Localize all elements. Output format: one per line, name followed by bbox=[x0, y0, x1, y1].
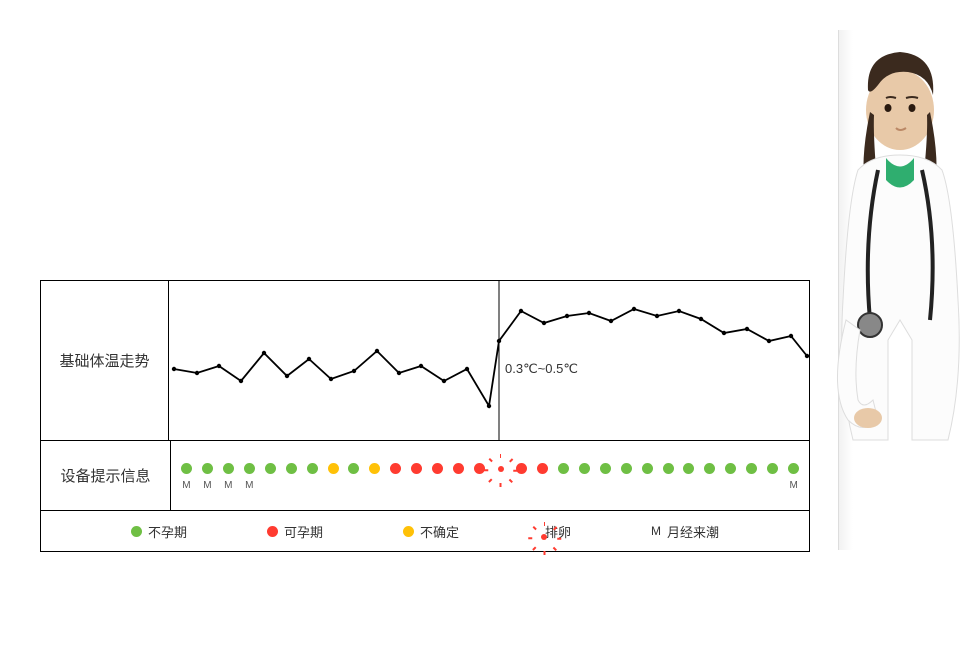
doctor-illustration bbox=[808, 40, 978, 540]
cycle-day-dot bbox=[762, 463, 783, 492]
device-info-cell: MMMMM bbox=[171, 441, 809, 510]
cycle-day-dot bbox=[344, 463, 365, 492]
legend-uncertain-label: 不确定 bbox=[420, 522, 459, 541]
bbt-chart-container: 基础体温走势 0.3℃~0.5℃ 设备提示信息 MMMMM 不孕期 可孕期 不确… bbox=[40, 280, 810, 552]
cycle-day-dot bbox=[616, 463, 637, 492]
cycle-day-dot bbox=[532, 463, 553, 492]
cycle-day-dot bbox=[658, 463, 679, 492]
legend-menstruation-label: 月经来潮 bbox=[667, 522, 719, 541]
device-info-row-label: 设备提示信息 bbox=[41, 441, 171, 510]
cycle-day-dot bbox=[469, 463, 490, 492]
cycle-day-dot bbox=[637, 463, 658, 492]
temperature-range-annotation: 0.3℃~0.5℃ bbox=[505, 361, 578, 377]
legend-row: 不孕期 可孕期 不确定 排卵 M 月经来潮 bbox=[41, 511, 809, 551]
cycle-day-dot bbox=[281, 463, 302, 492]
cycle-day-dot bbox=[553, 463, 574, 492]
doctor-panel bbox=[838, 30, 978, 550]
fertile-dot-icon bbox=[267, 526, 278, 537]
cycle-day-dot bbox=[323, 463, 344, 492]
cycle-day-dot bbox=[302, 463, 323, 492]
cycle-day-dot bbox=[511, 463, 532, 492]
legend: 不孕期 可孕期 不确定 排卵 M 月经来潮 bbox=[41, 511, 809, 551]
cycle-day-dot bbox=[490, 463, 511, 492]
cycle-day-dot: M bbox=[239, 463, 260, 492]
cycle-day-dot bbox=[741, 463, 762, 492]
legend-uncertain: 不确定 bbox=[403, 522, 459, 541]
legend-fertile-label: 可孕期 bbox=[284, 522, 323, 541]
m-letter-icon: M bbox=[651, 524, 661, 538]
temperature-line-chart bbox=[169, 281, 809, 441]
cycle-day-dot: M bbox=[176, 463, 197, 492]
cycle-dot-track: MMMMM bbox=[171, 463, 809, 492]
legend-infertile-label: 不孕期 bbox=[148, 522, 187, 541]
device-info-row: 设备提示信息 MMMMM bbox=[41, 441, 809, 511]
cycle-day-dot bbox=[720, 463, 741, 492]
cycle-day-dot bbox=[427, 463, 448, 492]
cycle-day-dot bbox=[595, 463, 616, 492]
legend-ovulation: 排卵 bbox=[539, 522, 571, 541]
cycle-day-dot bbox=[406, 463, 427, 492]
temperature-chart-cell: 0.3℃~0.5℃ bbox=[169, 281, 809, 440]
legend-infertile: 不孕期 bbox=[131, 522, 187, 541]
cycle-day-dot: M bbox=[197, 463, 218, 492]
cycle-day-dot: M bbox=[218, 463, 239, 492]
cycle-day-dot bbox=[679, 463, 700, 492]
legend-fertile: 可孕期 bbox=[267, 522, 323, 541]
cycle-day-dot bbox=[364, 463, 385, 492]
cycle-day-dot bbox=[574, 463, 595, 492]
temperature-row-label: 基础体温走势 bbox=[41, 281, 169, 440]
cycle-day-dot bbox=[448, 463, 469, 492]
cycle-day-dot bbox=[385, 463, 406, 492]
cycle-day-dot bbox=[260, 463, 281, 492]
temperature-row: 基础体温走势 0.3℃~0.5℃ bbox=[41, 281, 809, 441]
legend-menstruation: M 月经来潮 bbox=[651, 522, 719, 541]
cycle-day-dot: M bbox=[783, 463, 804, 492]
infertile-dot-icon bbox=[131, 526, 142, 537]
cycle-day-dot bbox=[699, 463, 720, 492]
uncertain-dot-icon bbox=[403, 526, 414, 537]
